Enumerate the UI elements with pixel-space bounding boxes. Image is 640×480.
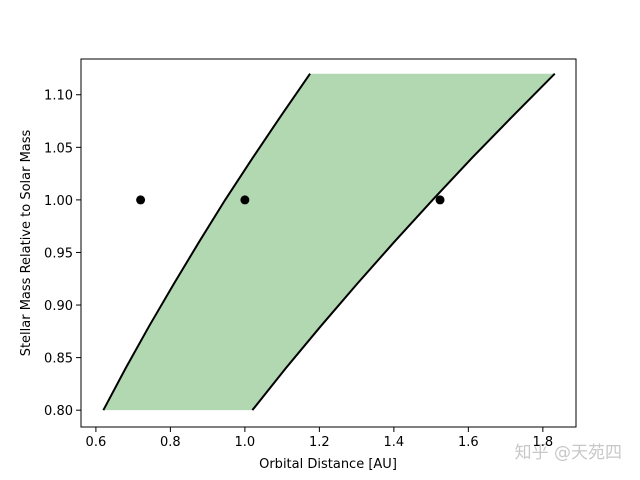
y-tick-label: 0.85 [44, 352, 73, 367]
plot-frame [80, 58, 577, 428]
y-tick-label: 0.80 [44, 404, 73, 419]
watermark: 知乎 @天苑四 [515, 443, 622, 463]
x-tick-label: 1.4 [384, 435, 405, 450]
boundary-line [251, 73, 556, 411]
x-tick-label: 1.0 [235, 435, 256, 450]
boundary-line [102, 73, 311, 411]
x-axis-label: Orbital Distance [AU] [259, 457, 397, 472]
x-tick-label: 0.6 [86, 435, 107, 450]
y-tick-label: 1.05 [44, 141, 73, 156]
planet-point [240, 195, 250, 205]
y-tick-label: 1.00 [44, 194, 73, 209]
x-tick-label: 1.8 [533, 435, 554, 450]
planet-point [136, 195, 146, 205]
x-tick-label: 1.6 [458, 435, 479, 450]
zone-fill [103, 73, 555, 411]
y-tick-label: 0.90 [44, 299, 73, 314]
x-tick-label: 1.2 [309, 435, 330, 450]
planet-point [435, 195, 445, 205]
y-tick-label: 0.95 [44, 246, 73, 261]
y-tick-label: 1.10 [44, 89, 73, 104]
y-axis-label: Stellar Mass Relative to Solar Mass [19, 129, 34, 356]
x-tick-label: 0.8 [160, 435, 181, 450]
